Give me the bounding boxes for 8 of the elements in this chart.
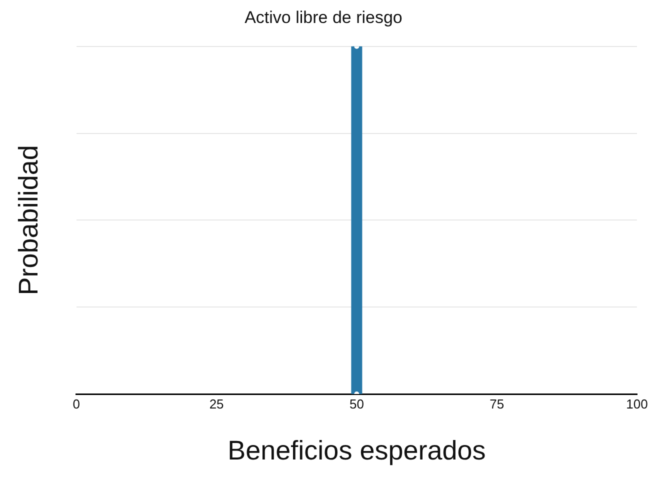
y-axis-title: Probabilidad <box>14 145 44 296</box>
x-tick-label: 25 <box>209 396 224 412</box>
x-tick-label: 50 <box>349 396 364 412</box>
x-tick-label: 100 <box>626 396 648 412</box>
chart-title: Activo libre de riesgo <box>244 8 402 27</box>
x-axis-title: Beneficios esperados <box>228 435 486 466</box>
x-tick-label: 75 <box>490 396 504 412</box>
x-tick-label: 0 <box>72 396 80 412</box>
